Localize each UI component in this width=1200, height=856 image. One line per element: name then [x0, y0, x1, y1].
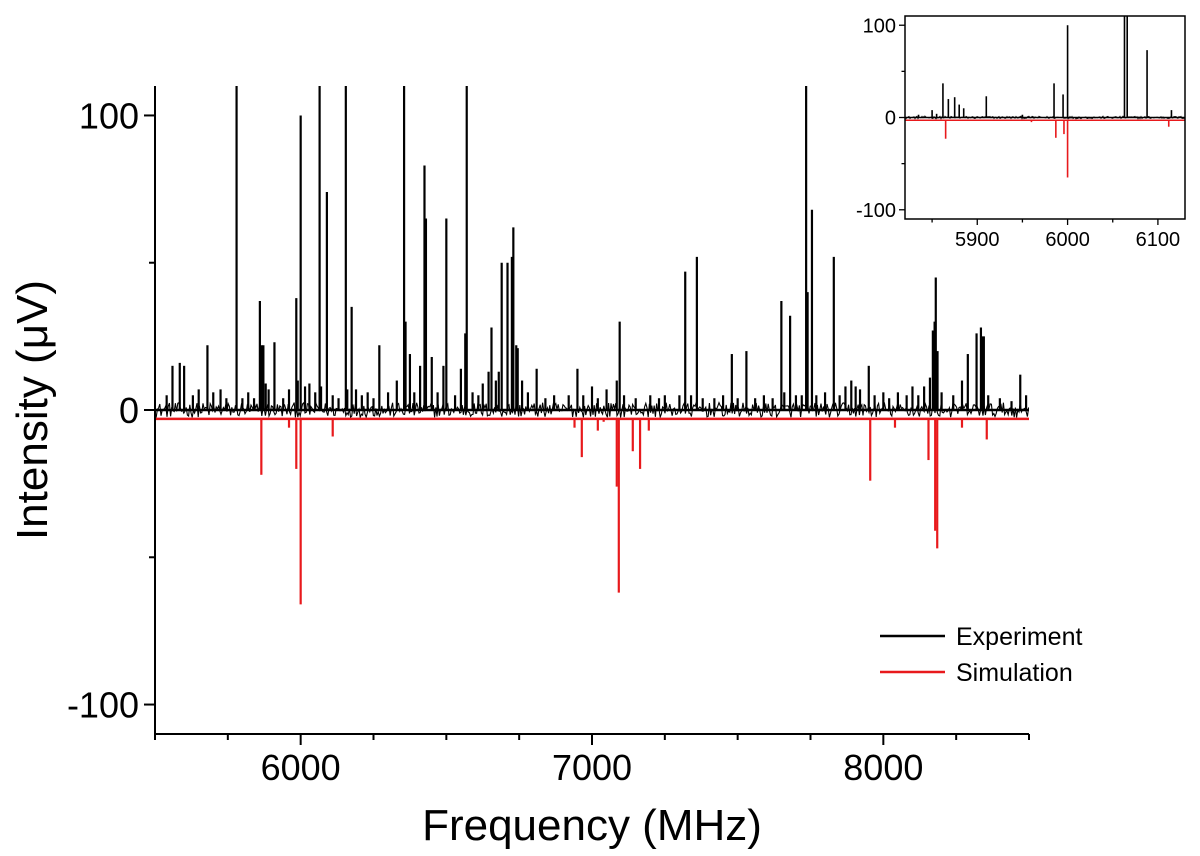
main-y-tick-label: 0 [119, 390, 139, 431]
inset-x-ticks: 5900 6000 6100 [931, 219, 1181, 251]
main-y-axis-label: Intensity (μV) [8, 280, 57, 540]
main-y-tick-label: 100 [79, 95, 139, 136]
inset-series-group [905, 16, 1185, 178]
inset-x-tick-label: 6000 [1045, 229, 1090, 251]
legend: Experiment Simulation [880, 623, 1082, 687]
legend-label-experiment: Experiment [956, 623, 1082, 651]
legend-label-simulation: Simulation [956, 659, 1073, 687]
main-x-ticks: 6000 7000 8000 [154, 734, 1030, 788]
inset-experiment-noise-trace [905, 115, 1185, 120]
main-x-tick-label: 8000 [843, 747, 923, 788]
inset-plot: 5900 6000 6100 100 0 -100 [856, 15, 1186, 251]
inset-y-tick-label: 0 [885, 108, 896, 130]
main-series-group [155, 86, 1029, 605]
main-y-tick-label: -100 [67, 685, 139, 726]
main-plot: 6000 7000 8000 100 0 -100 Frequency (MHz) In… [8, 86, 1082, 850]
main-x-axis-label: Frequency (MHz) [422, 801, 762, 850]
main-x-tick-label: 6000 [261, 747, 341, 788]
inset-y-ticks: 100 0 -100 [856, 15, 905, 222]
main-x-tick-label: 7000 [552, 747, 632, 788]
inset-y-tick-label: 100 [863, 15, 896, 37]
inset-x-tick-label: 5900 [955, 229, 1000, 251]
inset-y-tick-label: -100 [856, 200, 896, 222]
inset-x-tick-label: 6100 [1136, 229, 1181, 251]
main-y-ticks: 100 0 -100 [67, 95, 155, 726]
